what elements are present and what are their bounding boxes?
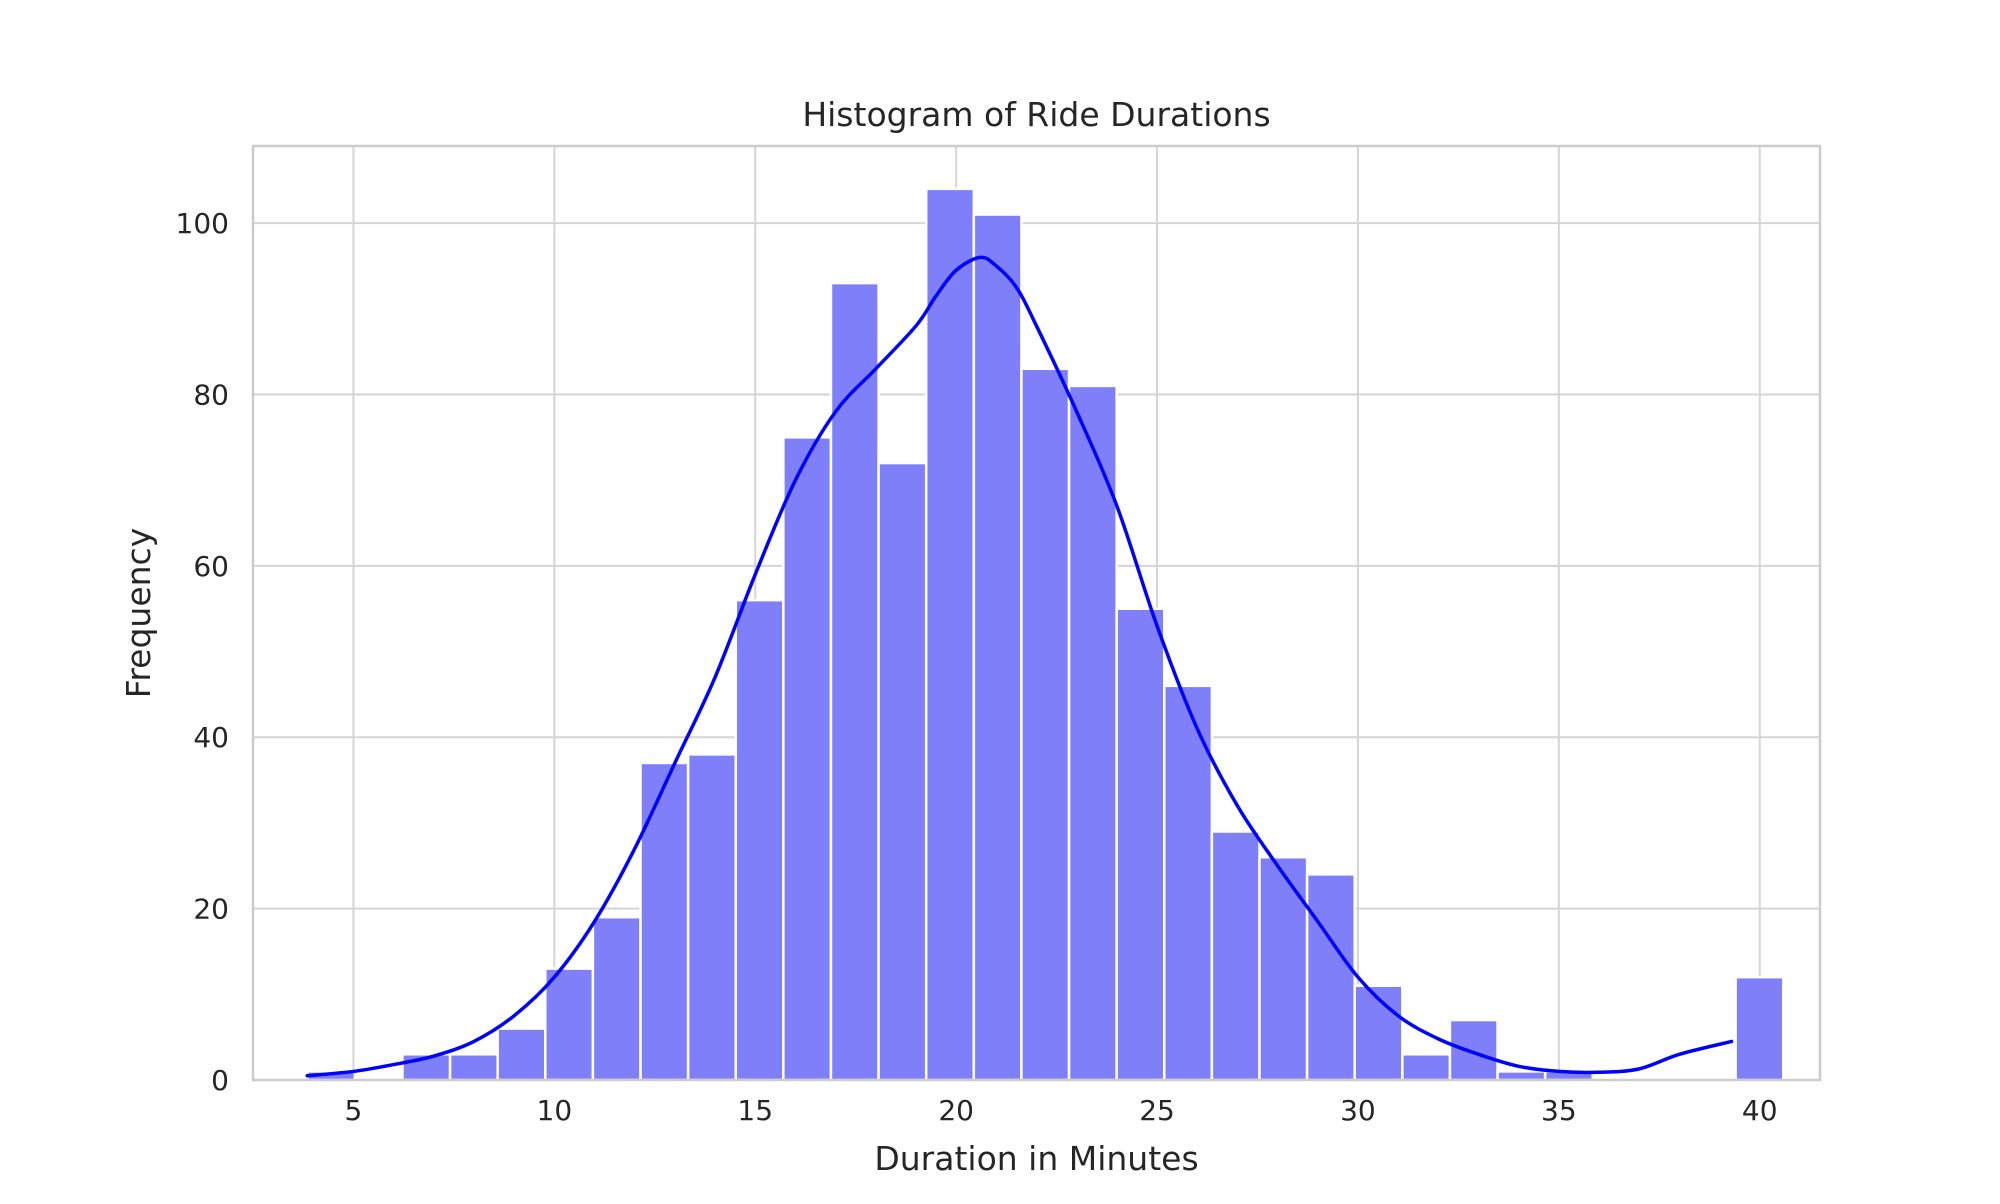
histogram-bar [1734, 975, 1785, 1082]
x-tick-label: 25 [1139, 1094, 1175, 1127]
y-tick-label: 0 [211, 1064, 229, 1097]
x-tick-label: 20 [938, 1094, 974, 1127]
histogram-bar [544, 967, 595, 1082]
x-tick-label: 30 [1340, 1094, 1376, 1127]
histogram-bar [1115, 607, 1166, 1082]
histogram-bar [591, 915, 642, 1082]
histogram-bar [734, 598, 785, 1082]
histogram-bar [877, 461, 928, 1082]
y-tick-label: 80 [193, 378, 229, 411]
histogram-bar [1496, 1070, 1547, 1082]
histogram-bar [829, 281, 880, 1082]
x-tick-label: 40 [1742, 1094, 1778, 1127]
histogram-bar [972, 213, 1023, 1082]
histogram-bar [782, 436, 833, 1082]
kde-curve [305, 255, 1734, 1078]
histogram-bar [1020, 367, 1071, 1082]
histogram-bars [305, 187, 1785, 1082]
histogram-bar [686, 753, 738, 1082]
y-axis-title: Frequency [119, 528, 158, 698]
histogram-bar [639, 761, 690, 1082]
histogram-bar [1258, 855, 1309, 1082]
histogram-bar [924, 187, 976, 1082]
kde-curve-layer [305, 255, 1734, 1078]
histogram-bar [1448, 1018, 1499, 1082]
x-tick-labels: 5 10 15 20 25 30 35 40 [345, 1094, 1778, 1127]
histogram-bar [1210, 830, 1261, 1082]
x-tick-label: 15 [737, 1094, 773, 1127]
histogram-bar [496, 1027, 547, 1082]
plot-frame [251, 144, 1822, 1082]
histogram-bar [1305, 873, 1356, 1082]
x-tick-label: 35 [1541, 1094, 1577, 1127]
chart-title: Histogram of Ride Durations [802, 95, 1270, 134]
y-tick-label: 100 [176, 207, 229, 240]
histogram-bar [1401, 1053, 1452, 1082]
y-tick-label: 60 [193, 550, 229, 583]
y-tick-label: 20 [193, 893, 229, 926]
y-tick-labels: 0 20 40 60 80 100 [176, 207, 229, 1097]
x-tick-label: 5 [345, 1094, 363, 1127]
histogram-bar [448, 1053, 499, 1082]
y-tick-label: 40 [193, 721, 229, 754]
x-tick-label: 10 [537, 1094, 573, 1127]
x-axis-title: Duration in Minutes [874, 1139, 1198, 1178]
